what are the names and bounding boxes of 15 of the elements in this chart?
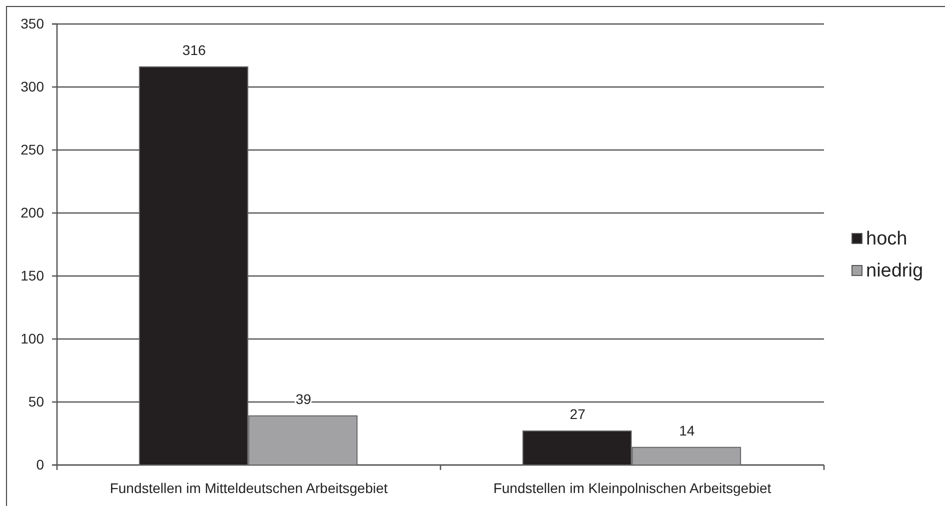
x-tick-label: Fundstellen im Mitteldeutschen Arbeitsgebiet	[110, 480, 388, 496]
legend-label: niedrig	[866, 260, 924, 282]
data-label: 27	[570, 406, 586, 422]
y-tick-label: 150	[20, 267, 44, 284]
y-tick-label: 100	[20, 330, 44, 346]
y-tick-label: 250	[20, 141, 44, 158]
y-tick-label: 350	[20, 15, 44, 32]
data-label: 316	[182, 42, 206, 58]
y-tick-label: 0	[36, 456, 44, 472]
legend-label: hoch	[866, 228, 908, 250]
y-tick-label: 300	[20, 78, 44, 94]
y-tick-label: 200	[20, 204, 44, 220]
data-label: 14	[679, 422, 695, 438]
y-tick-label: 50	[28, 393, 44, 410]
x-tick-label: Fundstellen im Kleinpolnischen Arbeitsgebiet	[493, 480, 772, 496]
